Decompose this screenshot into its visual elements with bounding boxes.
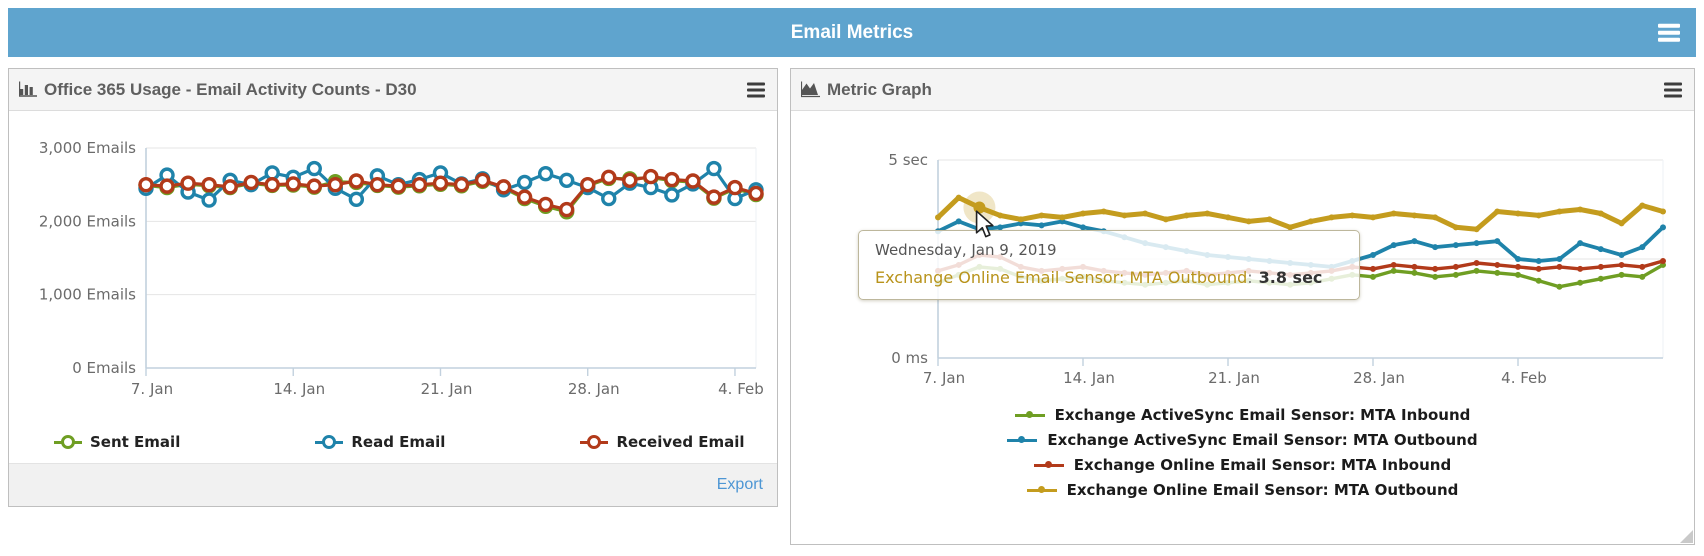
svg-text:5 sec: 5 sec xyxy=(888,151,928,169)
svg-text:0 ms: 0 ms xyxy=(891,349,928,367)
page-title: Email Metrics xyxy=(790,21,914,43)
legend-item-online-mta-outbound[interactable]: Exchange Online Email Sensor: MTA Outbou… xyxy=(1026,481,1459,499)
office365-panel-title: Office 365 Usage - Email Activity Counts… xyxy=(44,79,417,99)
office365-panel-footer: Export xyxy=(9,463,777,506)
menu-bar xyxy=(1664,88,1682,91)
office365-chart-area: 7. Jan 14. Jan 21. Jan 28. Jan 4. Feb 3,000 E… xyxy=(9,111,775,421)
legend-label: Exchange Online Email Sensor: MTA Inboun… xyxy=(1073,456,1452,474)
menu-bar xyxy=(1658,37,1680,42)
series-marker-icon xyxy=(1014,410,1045,420)
menu-bar xyxy=(1658,30,1680,35)
svg-text:7. Jan: 7. Jan xyxy=(923,369,965,387)
header-menu-icon[interactable] xyxy=(1658,20,1680,45)
menu-bar xyxy=(1658,23,1680,28)
legend-label: Sent Email xyxy=(90,433,181,451)
menu-bar xyxy=(747,94,765,97)
panel-resize-grip[interactable] xyxy=(1680,530,1693,543)
office365-legend: Sent Email Read Email Received Email xyxy=(9,421,777,463)
metric-graph-panel-header: Metric Graph xyxy=(791,69,1694,111)
series-marker-icon xyxy=(1033,460,1064,470)
series-marker-icon xyxy=(1007,435,1038,445)
legend-label: Received Email xyxy=(616,433,745,451)
svg-text:14. Jan: 14. Jan xyxy=(273,380,325,398)
read-email-marker-icon xyxy=(315,434,344,450)
legend-item-received-email[interactable]: Received Email xyxy=(580,433,745,451)
office365-panel-menu-icon[interactable] xyxy=(747,79,765,100)
area-chart-icon xyxy=(801,81,821,98)
menu-bar xyxy=(1664,94,1682,97)
svg-text:2,000 Emails: 2,000 Emails xyxy=(39,212,136,230)
export-link[interactable]: Export xyxy=(716,476,763,493)
menu-bar xyxy=(747,82,765,85)
svg-text:4. Feb: 4. Feb xyxy=(718,380,764,398)
bar-chart-icon xyxy=(19,81,38,98)
legend-item-activesync-mta-inbound[interactable]: Exchange ActiveSync Email Sensor: MTA In… xyxy=(1014,406,1471,424)
legend-label: Exchange Online Email Sensor: MTA Outbou… xyxy=(1066,481,1459,499)
legend-item-read-email[interactable]: Read Email xyxy=(315,433,445,451)
metric-graph-panel: Metric Graph 7. Jan 14. Jan 21. Jan 28. Jan… xyxy=(790,68,1695,545)
metric-graph-chart-svg[interactable]: 7. Jan 14. Jan 21. Jan 28. Jan 4. Feb 5 sec 0 … xyxy=(791,111,1692,394)
svg-text:0 Emails: 0 Emails xyxy=(72,359,136,377)
series-marker-icon xyxy=(1026,485,1057,495)
office365-chart-svg[interactable]: 7. Jan 14. Jan 21. Jan 28. Jan 4. Feb 3,000 E… xyxy=(9,111,775,421)
received-email-marker-icon xyxy=(580,434,609,450)
metric-graph-legend: Exchange ActiveSync Email Sensor: MTA In… xyxy=(791,406,1694,506)
svg-text:4. Feb: 4. Feb xyxy=(1501,369,1547,387)
svg-text:28. Jan: 28. Jan xyxy=(1353,369,1405,387)
sent-email-marker-icon xyxy=(54,434,82,450)
legend-item-online-mta-inbound[interactable]: Exchange Online Email Sensor: MTA Inboun… xyxy=(1033,456,1452,474)
metric-graph-panel-menu-icon[interactable] xyxy=(1664,79,1682,100)
office365-panel-header: Office 365 Usage - Email Activity Counts… xyxy=(9,69,777,111)
legend-label: Exchange ActiveSync Email Sensor: MTA Ou… xyxy=(1047,431,1478,449)
svg-text:21. Jan: 21. Jan xyxy=(421,380,473,398)
menu-bar xyxy=(747,88,765,91)
legend-label: Read Email xyxy=(351,433,446,451)
menu-bar xyxy=(1664,82,1682,85)
svg-text:14. Jan: 14. Jan xyxy=(1063,369,1115,387)
metric-graph-panel-title: Metric Graph xyxy=(827,79,932,99)
legend-item-sent-email[interactable]: Sent Email xyxy=(54,433,180,451)
legend-label: Exchange ActiveSync Email Sensor: MTA In… xyxy=(1054,406,1471,424)
header-bar: Email Metrics xyxy=(8,8,1696,57)
svg-text:1,000 Emails: 1,000 Emails xyxy=(39,286,136,304)
svg-text:21. Jan: 21. Jan xyxy=(1208,369,1260,387)
office365-usage-panel: Office 365 Usage - Email Activity Counts… xyxy=(8,68,778,507)
svg-text:7. Jan: 7. Jan xyxy=(131,380,173,398)
svg-text:28. Jan: 28. Jan xyxy=(568,380,620,398)
legend-item-activesync-mta-outbound[interactable]: Exchange ActiveSync Email Sensor: MTA Ou… xyxy=(1007,431,1478,449)
metric-graph-chart-area: 7. Jan 14. Jan 21. Jan 28. Jan 4. Feb 5 sec 0 … xyxy=(791,111,1692,394)
svg-text:3,000 Emails: 3,000 Emails xyxy=(39,139,136,157)
